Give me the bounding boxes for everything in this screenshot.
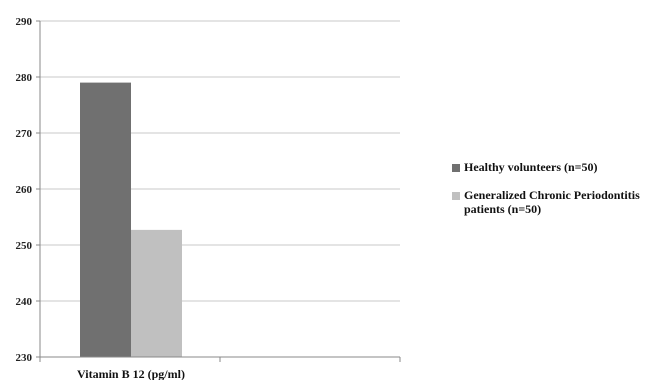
x-category-label: Vitamin B 12 (pg/ml)	[77, 367, 185, 380]
bar-patients	[131, 229, 182, 357]
y-tick-label: 280	[16, 72, 33, 84]
legend-swatch-healthy	[452, 164, 460, 172]
y-tick-label: 290	[16, 16, 33, 28]
legend-item-patients: Generalized Chronic Periodontitis patien…	[452, 188, 667, 216]
y-tick-label: 230	[16, 352, 33, 364]
y-tick-label: 250	[16, 240, 33, 252]
y-axis-ticks: 230 240 250 260 270 280 290	[16, 16, 40, 364]
bar-healthy	[80, 82, 131, 357]
y-tick-label: 240	[16, 296, 33, 308]
legend-label-patients: Generalized Chronic Periodontitis patien…	[464, 188, 640, 216]
legend-swatch-patients	[452, 192, 460, 200]
y-tick-label: 270	[16, 128, 33, 140]
x-axis-labels: Vitamin B 12 (pg/ml)	[77, 367, 185, 380]
bars	[80, 82, 182, 357]
x-axis-ticks	[39, 357, 401, 362]
legend-label-healthy: Healthy volunteers (n=50)	[464, 160, 598, 174]
legend: Healthy volunteers (n=50) Generalized Ch…	[452, 160, 667, 230]
legend-item-healthy: Healthy volunteers (n=50)	[452, 160, 667, 174]
y-tick-label: 260	[16, 184, 33, 196]
